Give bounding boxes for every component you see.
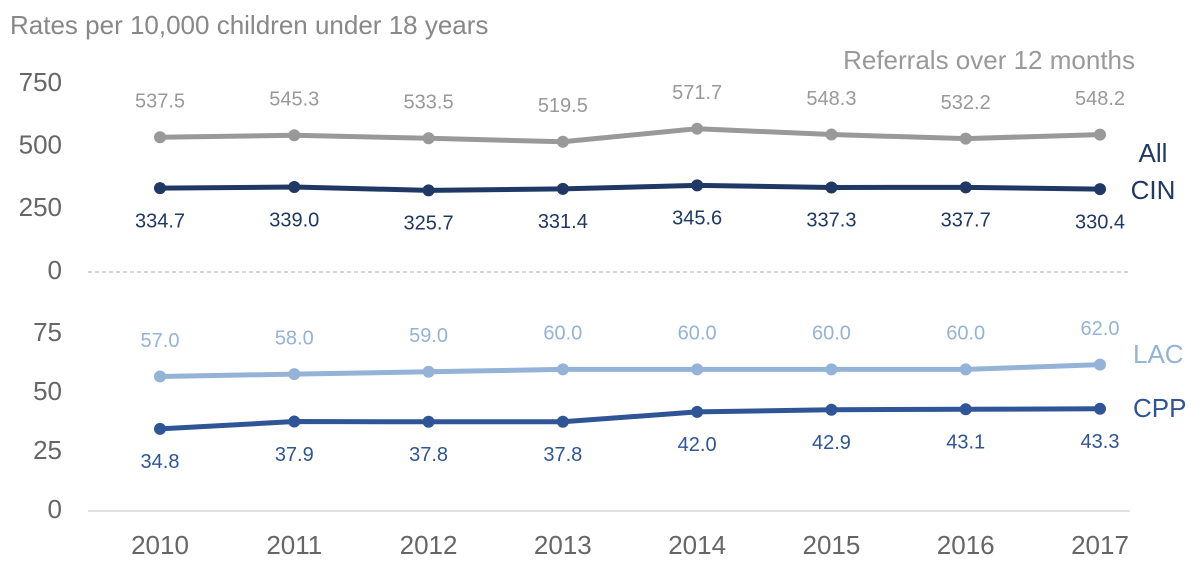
value-label: 571.7 xyxy=(672,82,722,104)
value-label: 537.5 xyxy=(135,91,185,113)
chart-title: Rates per 10,000 children under 18 years xyxy=(10,10,488,40)
point xyxy=(1094,402,1106,415)
value-label: 42.0 xyxy=(678,434,717,456)
point xyxy=(1094,183,1106,196)
point xyxy=(422,184,435,197)
value-label: 331.4 xyxy=(538,211,588,233)
point xyxy=(422,415,435,428)
point xyxy=(959,132,972,145)
point xyxy=(556,135,569,148)
x-tick-label: 2016 xyxy=(937,530,995,560)
point xyxy=(691,179,704,192)
point xyxy=(154,370,166,383)
value-label: 58.0 xyxy=(275,327,314,349)
point xyxy=(959,181,972,194)
point xyxy=(154,422,166,435)
point xyxy=(1094,358,1106,371)
x-tick-label: 2010 xyxy=(131,530,189,560)
x-tick-label: 2011 xyxy=(266,530,322,560)
value-label: 545.3 xyxy=(269,89,319,111)
value-label: 532.2 xyxy=(941,92,991,114)
point xyxy=(959,403,972,416)
point xyxy=(825,403,838,416)
value-label: 337.3 xyxy=(806,210,856,232)
x-tick-label: 2012 xyxy=(400,530,458,560)
value-label: 59.0 xyxy=(409,325,448,347)
x-tick-label: 2015 xyxy=(803,530,861,560)
series-label: All CIN xyxy=(1131,138,1176,205)
value-label: 42.9 xyxy=(812,432,851,454)
value-label: 34.8 xyxy=(141,451,180,473)
point xyxy=(825,128,838,141)
point xyxy=(422,132,435,145)
value-label: 57.0 xyxy=(141,330,180,352)
point xyxy=(691,363,704,376)
x-tick-label: 2017 xyxy=(1071,530,1129,560)
point xyxy=(1094,128,1106,141)
value-label: 37.8 xyxy=(409,444,448,466)
point xyxy=(825,363,838,376)
point xyxy=(154,131,166,144)
y-tick-label: 250 xyxy=(19,192,62,222)
series-line xyxy=(159,362,1101,379)
x-tick-label: 2014 xyxy=(668,530,726,560)
y-tick-label: 0 xyxy=(48,494,62,524)
series-label: LAC xyxy=(1133,339,1184,369)
value-label: 60.0 xyxy=(946,323,985,345)
x-tick-label: 2013 xyxy=(534,530,592,560)
series-line xyxy=(159,406,1101,432)
point xyxy=(288,129,301,142)
point xyxy=(288,368,301,381)
point xyxy=(691,405,704,418)
value-label: 37.9 xyxy=(275,444,314,466)
value-label: 337.7 xyxy=(941,210,991,232)
point xyxy=(959,363,972,376)
series-line xyxy=(159,126,1101,145)
y-tick-label: 75 xyxy=(33,317,62,347)
value-label: 60.0 xyxy=(812,323,851,345)
value-label: 548.3 xyxy=(806,88,856,110)
value-label: 60.0 xyxy=(678,323,717,345)
value-label: 325.7 xyxy=(404,213,454,235)
value-label: 43.3 xyxy=(1081,431,1120,453)
point xyxy=(422,365,435,378)
series-label: Referrals over 12 months xyxy=(843,45,1135,75)
value-label: 345.6 xyxy=(672,208,722,230)
series-label: CPP xyxy=(1133,393,1186,423)
value-label: 62.0 xyxy=(1081,318,1120,340)
point xyxy=(556,415,569,428)
point xyxy=(556,182,569,195)
value-label: 334.7 xyxy=(135,210,185,232)
y-tick-label: 750 xyxy=(19,67,62,97)
point xyxy=(154,182,166,195)
value-label: 339.0 xyxy=(269,209,319,231)
value-label: 519.5 xyxy=(538,95,588,117)
value-label: 548.2 xyxy=(1075,88,1125,110)
y-tick-label: 500 xyxy=(19,130,62,160)
point xyxy=(825,181,838,194)
y-tick-label: 0 xyxy=(48,255,62,285)
point xyxy=(691,122,704,135)
value-label: 330.4 xyxy=(1075,211,1125,233)
point xyxy=(556,363,569,376)
y-tick-label: 25 xyxy=(33,435,62,465)
point xyxy=(288,181,301,194)
series-line xyxy=(159,182,1101,193)
value-label: 533.5 xyxy=(404,92,454,114)
point xyxy=(288,415,301,428)
value-label: 43.1 xyxy=(946,432,985,454)
value-label: 37.8 xyxy=(543,444,582,466)
y-tick-label: 50 xyxy=(33,376,62,406)
value-label: 60.0 xyxy=(543,323,582,345)
